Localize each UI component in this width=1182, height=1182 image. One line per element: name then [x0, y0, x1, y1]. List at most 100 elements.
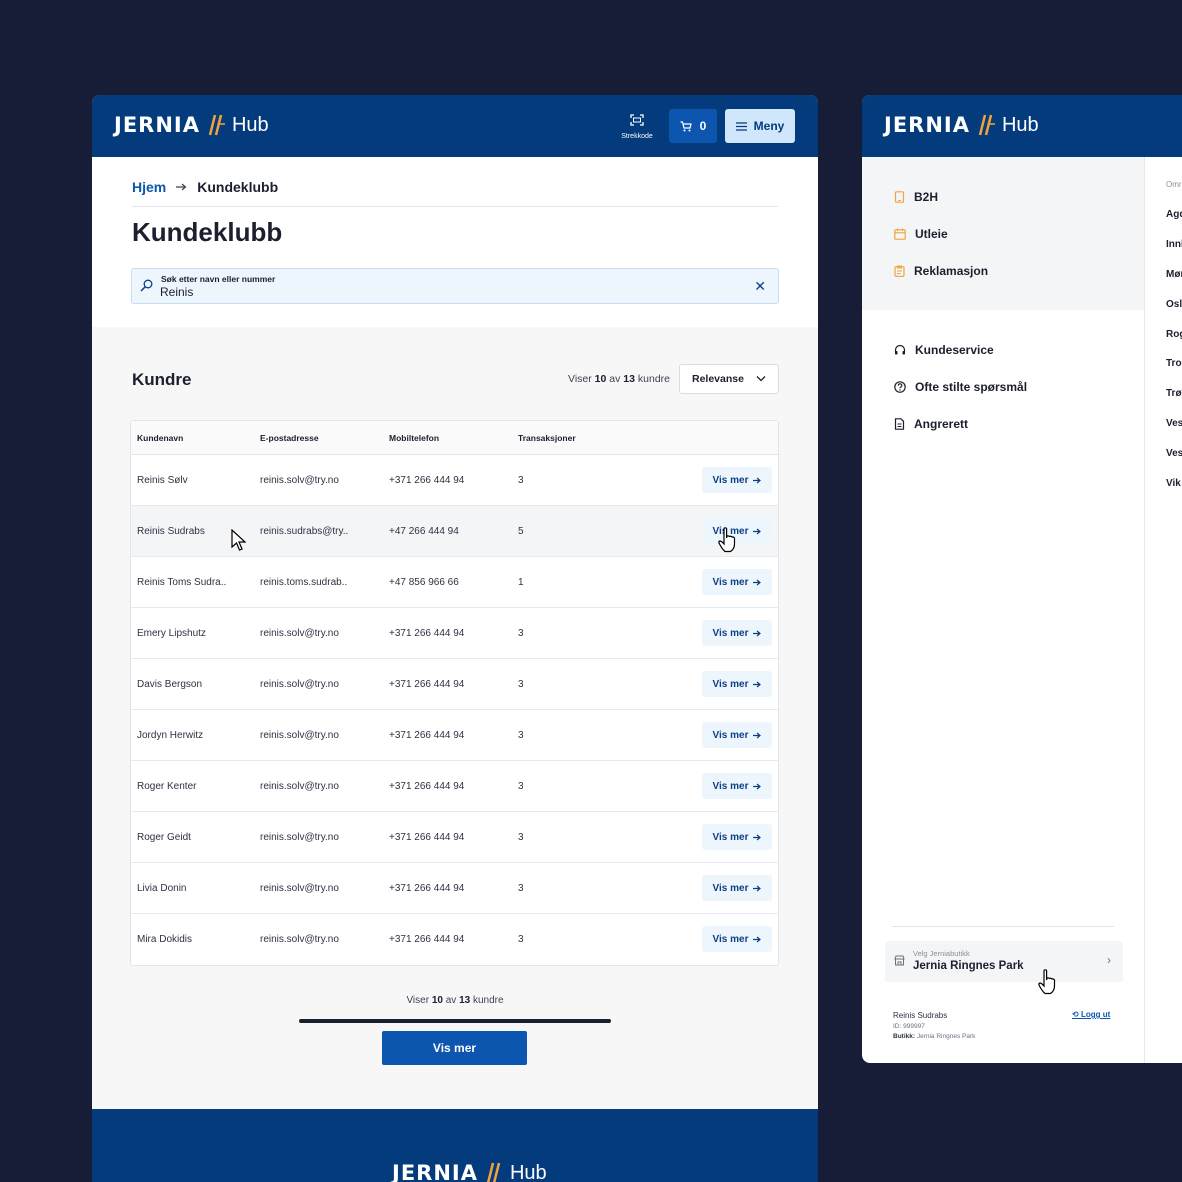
menu-panel: JERNIA Hub B2H Utleie Reklamasjon [862, 95, 1182, 1063]
table-row[interactable]: Jordyn Herwitz reinis.solv@try.no +371 266… [131, 710, 778, 761]
menu-item-label: Angrerett [914, 417, 969, 431]
customer-transactions: 3 [518, 678, 524, 690]
logout-label: Logg ut [1080, 1010, 1111, 1019]
arrow-right-icon [753, 732, 762, 738]
search-field[interactable]: Søk etter navn eller nummer ✕ [131, 268, 779, 304]
chevron-down-icon [756, 376, 766, 382]
table-row[interactable]: Roger Geidt reinis.solv@try.no +371 266 44… [131, 812, 778, 863]
results-progress-bar [299, 1019, 611, 1023]
barcode-label: Strekkode [621, 133, 653, 140]
customer-name: Roger Kenter [137, 780, 197, 792]
table-row[interactable]: Reinis Toms Sudra.. reinis.toms.sudrab.. +… [131, 557, 778, 608]
view-more-button[interactable]: Vis mer [702, 875, 772, 901]
top-bar: JERNIA Hub Strekkode 0 [92, 95, 818, 157]
region-item[interactable]: Osl [1166, 299, 1182, 310]
cart-button[interactable]: 0 [669, 109, 717, 143]
clear-search-icon[interactable]: ✕ [754, 278, 766, 294]
table-row[interactable]: Davis Bergson reinis.solv@try.no +371 266 … [131, 659, 778, 710]
view-more-button[interactable]: Vis mer [702, 722, 772, 748]
tablet-icon [894, 191, 905, 203]
barcode-button[interactable]: Strekkode [619, 113, 655, 140]
store-name: Jernia Ringnes Park [913, 960, 1024, 972]
menu-item-kundeservice[interactable]: Kundeservice [894, 343, 994, 357]
jernia-hub-logo[interactable]: JERNIA Hub [884, 113, 1039, 137]
document-icon [894, 418, 905, 430]
column-header-phone[interactable]: Mobiltelefon [389, 432, 440, 443]
mouse-pointer-icon [231, 529, 247, 551]
user-shop-value: Jernia Ringnes Park [916, 1033, 976, 1040]
menu-item-utleie[interactable]: Utleie [894, 227, 948, 241]
region-item[interactable]: Trø [1166, 388, 1182, 399]
user-name: Reinis Sudrabs [893, 1011, 948, 1020]
region-item[interactable]: Agd [1166, 209, 1182, 220]
table-header: Kundenavn E-postadresse Mobiltelefon Tra… [131, 421, 778, 455]
store-selector[interactable]: Velg Jerniabutikk Jernia Ringnes Park › [885, 941, 1123, 982]
menu-item-faq[interactable]: Ofte stilte spørsmål [894, 380, 1027, 394]
table-row[interactable]: Reinis Sudrabs reinis.sudrabs@try.. +47 26… [131, 506, 778, 557]
arrow-right-icon [176, 183, 187, 191]
count-prefix: Viser [568, 373, 592, 385]
region-header: Omr [1166, 180, 1182, 189]
view-more-button[interactable]: Vis mer [702, 518, 772, 544]
hub-label: Hub [231, 113, 269, 136]
hand-pointer-icon [718, 527, 736, 553]
view-more-button[interactable]: Vis mer [702, 671, 772, 697]
region-item[interactable]: Vik [1166, 478, 1181, 489]
user-shop: Butikk: Jernia Ringnes Park [893, 1033, 975, 1040]
column-header-transactions[interactable]: Transaksjoner [518, 432, 576, 443]
region-item[interactable]: Rog [1166, 329, 1182, 340]
customer-phone: +371 266 444 94 [389, 627, 465, 639]
menu-item-angrerett[interactable]: Angrerett [894, 417, 968, 431]
user-id: ID: 999997 [893, 1023, 925, 1030]
table-row[interactable]: Roger Kenter reinis.solv@try.no +371 266 4… [131, 761, 778, 812]
jernia-hub-logo[interactable]: JERNIA Hub [114, 113, 269, 137]
region-item[interactable]: Møn [1166, 269, 1182, 280]
menu-item-reklamasjon[interactable]: Reklamasjon [894, 264, 988, 278]
menu-item-label: Kundeservice [915, 343, 994, 357]
arrow-right-icon [753, 528, 762, 534]
customer-email: reinis.solv@try.no [260, 627, 339, 639]
region-item[interactable]: Tro [1166, 358, 1182, 369]
customer-phone: +371 266 444 94 [389, 729, 465, 741]
customer-phone: +371 266 444 94 [389, 678, 465, 690]
customer-list-section: Kundre Viser 10 av 13 kundre Relevanse K… [92, 327, 818, 1109]
table-row[interactable]: Mira Dokidis reinis.solv@try.no +371 266 4… [131, 914, 778, 965]
view-more-button[interactable]: Vis mer [702, 620, 772, 646]
view-more-button[interactable]: Vis mer [702, 926, 772, 952]
load-more-button[interactable]: Vis mer [382, 1031, 527, 1065]
region-item[interactable]: Innl [1166, 239, 1182, 250]
view-more-button[interactable]: Vis mer [702, 467, 772, 493]
breadcrumb-home-link[interactable]: Hjem [132, 179, 167, 195]
divider [132, 206, 778, 207]
customer-email: reinis.toms.sudrab.. [260, 576, 348, 588]
region-item[interactable]: Ves [1166, 418, 1182, 429]
brand-slash-icon [208, 114, 225, 136]
count-suffix: kundre [472, 995, 504, 1006]
breadcrumb-current: Kundeklubb [197, 179, 279, 195]
search-icon [140, 279, 153, 292]
table-row[interactable]: Emery Lipshutz reinis.solv@try.no +371 266… [131, 608, 778, 659]
column-header-email[interactable]: E-postadresse [260, 432, 319, 443]
customer-email: reinis.solv@try.no [260, 934, 339, 945]
column-header-name[interactable]: Kundenavn [137, 432, 184, 443]
logout-link[interactable]: ⟲ Logg ut [1072, 1010, 1110, 1019]
table-row[interactable]: Reinis Sølv reinis.solv@try.no +371 266 44… [131, 455, 778, 506]
user-shop-label: Butikk: [893, 1033, 916, 1040]
table-row[interactable]: Livia Donin reinis.solv@try.no +371 266 44… [131, 863, 778, 914]
customer-name: Reinis Sudrabs [137, 525, 205, 537]
store-icon [894, 955, 905, 966]
view-more-button[interactable]: Vis mer [702, 824, 772, 850]
view-more-label: Vis mer [712, 831, 749, 843]
region-item[interactable]: Ves [1166, 448, 1182, 459]
menu-item-b2h[interactable]: B2H [894, 190, 938, 204]
customer-table: Kundenavn E-postadresse Mobiltelefon Tra… [130, 420, 779, 966]
page-title: Kundeklubb [132, 217, 283, 247]
view-more-button[interactable]: Vis mer [702, 569, 772, 595]
search-input[interactable] [160, 285, 720, 299]
arrow-right-icon [753, 681, 762, 687]
menu-button[interactable]: Meny [725, 109, 795, 143]
brand-slash-icon [978, 114, 995, 136]
customer-transactions: 5 [518, 525, 524, 537]
sort-dropdown[interactable]: Relevanse [679, 364, 779, 394]
view-more-button[interactable]: Vis mer [702, 773, 772, 799]
